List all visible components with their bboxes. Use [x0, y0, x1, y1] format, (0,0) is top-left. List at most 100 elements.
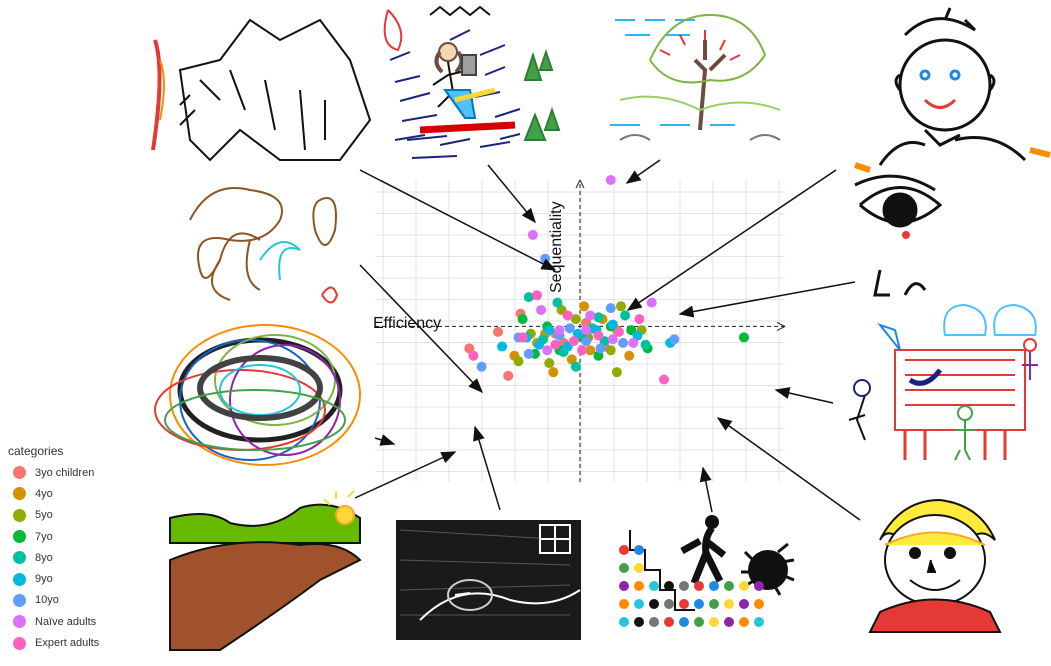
drawing-tree — [610, 13, 781, 141]
drawing-unicorn — [848, 303, 1038, 461]
legend-swatch — [13, 487, 26, 501]
scatter-point — [548, 367, 559, 378]
scatter-point — [517, 332, 528, 343]
illustration-dot — [739, 599, 749, 609]
scatter-point — [566, 354, 577, 365]
illustration-dot — [679, 617, 689, 627]
illustration-dot — [739, 581, 749, 591]
drawing-hill — [169, 490, 362, 651]
scatter-point — [632, 330, 643, 341]
scatter-point — [552, 297, 563, 308]
illustration-dot — [754, 617, 764, 627]
illustration-dot — [664, 599, 674, 609]
scatter-point — [739, 332, 749, 343]
legend-swatch — [13, 551, 26, 565]
illustration-dot — [664, 617, 674, 627]
illustration-dot — [619, 617, 629, 627]
scatter-point — [536, 304, 547, 315]
scatter-point — [585, 310, 596, 321]
scatter-point — [577, 345, 588, 356]
x-axis-arrowhead — [776, 321, 786, 331]
illustration-dot — [619, 581, 629, 591]
illustration-dot — [634, 545, 644, 555]
legend-label: 5yo — [35, 509, 53, 522]
legend-label: 3yo children — [35, 466, 95, 479]
scatter-point — [581, 336, 592, 347]
illustration-dot — [664, 581, 674, 591]
illustration-dot — [619, 563, 629, 573]
illustration-dot — [619, 545, 629, 555]
illustration-dot — [709, 581, 719, 591]
scatter-point — [523, 348, 534, 359]
legend-item: Naïve adults — [8, 611, 138, 632]
scatter-point — [497, 341, 508, 352]
illustration-dot — [694, 617, 704, 627]
scatter-point — [562, 310, 573, 321]
y-axis-arrowhead — [575, 179, 585, 189]
illustration-dot — [634, 581, 644, 591]
illustration-dot — [649, 581, 659, 591]
legend-item: 9yo — [8, 568, 138, 589]
scatter-point — [634, 314, 645, 325]
scatter-point — [585, 345, 596, 356]
drawing-scribble-brown — [189, 187, 339, 304]
legend: categories 3yo children 4yo 5yo 7yo 8yo 9yo 10… — [8, 444, 138, 654]
drawing-skier — [383, 5, 561, 160]
illustration-dot — [679, 581, 689, 591]
illustration-dot — [649, 599, 659, 609]
scatter-point — [572, 328, 583, 339]
drawing-dragon — [151, 18, 372, 162]
scatter-point — [616, 301, 626, 312]
illustration-dot — [754, 599, 764, 609]
scatter-point — [581, 325, 592, 336]
illustration-dot — [634, 617, 644, 627]
legend-label: 4yo — [35, 487, 53, 500]
scatter-point — [620, 310, 631, 321]
illustration-dot — [709, 599, 719, 609]
drawing-stairs-dots — [619, 515, 795, 627]
drawing-blond-boy — [868, 498, 1002, 633]
scatter-point — [464, 343, 475, 354]
scatter-point — [607, 334, 618, 345]
scatter-point — [564, 323, 575, 334]
scatter-point — [554, 325, 565, 336]
illustration-dot — [754, 581, 764, 591]
scatter-point — [570, 314, 581, 325]
legend-item: 7yo — [8, 526, 138, 547]
legend-label: 10yo — [35, 594, 59, 607]
legend-swatch — [13, 593, 26, 607]
legend-item: Expert adults — [8, 632, 138, 653]
legend-label: 7yo — [35, 530, 53, 543]
scatter-point — [605, 303, 616, 314]
scatter-point — [605, 175, 616, 185]
drawing-face-top-right — [854, 7, 1051, 173]
legend-item: 10yo — [8, 590, 138, 611]
scatter-point — [579, 301, 590, 312]
scatter-point — [544, 325, 555, 336]
scatter-point — [669, 334, 680, 345]
legend-item: 8yo — [8, 547, 138, 568]
illustration-dot — [709, 617, 719, 627]
illustration-dot — [619, 599, 629, 609]
arrows — [354, 159, 861, 521]
scatter-point — [468, 350, 479, 361]
illustration-dot — [649, 617, 659, 627]
scatter-point — [550, 339, 561, 350]
scatter-point — [568, 336, 579, 347]
scatter-point — [531, 290, 542, 301]
legend-label: Expert adults — [35, 637, 100, 650]
legend-label: 9yo — [35, 573, 53, 586]
scatter-point — [476, 361, 487, 372]
x-axis-label: Efficiency — [373, 315, 442, 332]
legend-item: 4yo — [8, 483, 138, 504]
drawing-scribble-dense — [154, 324, 361, 466]
drawing-night-sleeper — [396, 520, 581, 640]
legend-swatch — [13, 466, 26, 480]
illustration-dot — [724, 617, 734, 627]
scatter-point — [607, 319, 618, 330]
legend-item: 3yo children — [8, 462, 138, 483]
scatter-point — [613, 326, 624, 337]
scatter-point — [523, 292, 534, 303]
illustration-dot — [694, 581, 704, 591]
